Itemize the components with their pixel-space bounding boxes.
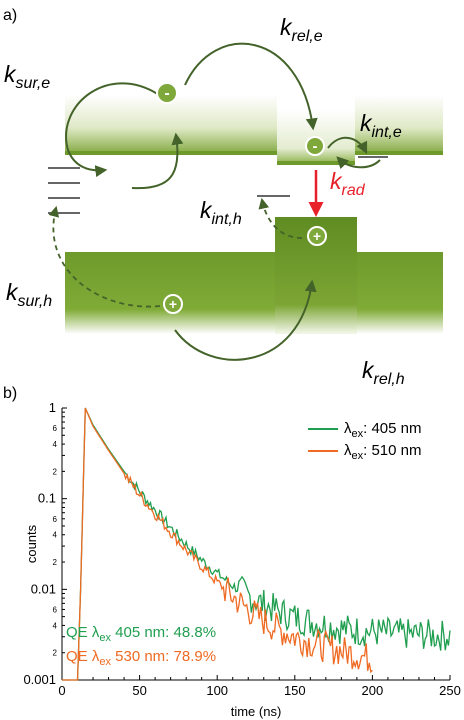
- arrow-int-e: [327, 137, 368, 155]
- panel-a: a) -: [3, 7, 443, 388]
- y-minor-tick-label: 4: [53, 621, 58, 630]
- conduction-band-edge: [65, 151, 277, 155]
- series-line-0: [62, 407, 451, 681]
- rate-label-int-h: kint,h: [200, 197, 242, 228]
- x-tick-label: 150: [284, 683, 306, 698]
- y-minor-tick-label: 6: [53, 515, 58, 524]
- qe-annotation: QE λex 405 nm: 48.8%: [66, 624, 216, 644]
- legend-entry: λex: 405 nm: [344, 420, 422, 440]
- conduction-band-edge-right: [355, 151, 443, 155]
- arrow-rel-e: [184, 42, 318, 131]
- panel-b: b) 0 50 100 150 200 250 0.001 0.01 0.1 1 2 4 6 2 4 6 2 4 6…: [3, 385, 461, 719]
- legend-entry: λex: 510 nm: [344, 442, 422, 462]
- y-minor-tick-label: 2: [53, 649, 58, 658]
- y-minor-tick-label: 6: [53, 605, 58, 614]
- conduction-band-well-edge: [277, 161, 355, 165]
- arrow-int-e-back: [336, 156, 381, 170]
- series-line-1: [62, 407, 373, 681]
- y-axis-label: counts: [24, 524, 39, 563]
- svg-text:-: -: [313, 138, 318, 155]
- arrow-int-h: [258, 197, 303, 239]
- y-tick-label: 0.01: [31, 581, 56, 596]
- qe-annotation: QE λex 530 nm: 78.9%: [66, 648, 216, 668]
- svg-text:+: +: [169, 296, 177, 312]
- decay-chart: 0 50 100 150 200 250 0.001 0.01 0.1 1 2 4 6 2 4 6 2 4 6 tim…: [23, 400, 460, 719]
- hole-left: +: [163, 294, 183, 314]
- svg-text:-: -: [164, 85, 169, 102]
- x-tick-label: 200: [362, 683, 384, 698]
- hole-well: +: [307, 226, 327, 246]
- x-axis-label: time (ns): [231, 704, 282, 719]
- panel-a-label: a): [3, 7, 17, 24]
- arrow-sur-e-up: [131, 132, 184, 190]
- x-tick-label: 100: [206, 683, 228, 698]
- arrow-sur-e: [65, 82, 163, 178]
- conduction-band-right: [355, 95, 443, 155]
- x-tick-label: 250: [439, 683, 461, 698]
- y-tick-label: 0.001: [23, 672, 56, 687]
- valence-band-right: [357, 252, 443, 334]
- rate-label-int-e: kint,e: [360, 110, 402, 141]
- rate-label-rel-e: krel,e: [280, 14, 323, 45]
- rate-label-sur-e: ksur,e: [4, 61, 50, 92]
- conduction-band-left: [65, 95, 277, 155]
- rate-label-rad: krad: [330, 168, 366, 199]
- panel-b-label: b): [3, 385, 17, 402]
- y-minor-tick-label: 6: [53, 424, 58, 433]
- x-tick-label: 0: [58, 683, 65, 698]
- electron-left: -: [156, 82, 178, 104]
- rate-label-rel-h: krel,h: [362, 357, 405, 388]
- svg-text:+: +: [313, 228, 321, 244]
- arrow-sur-h: [48, 205, 161, 308]
- electron-well: -: [305, 136, 325, 156]
- y-minor-tick-label: 4: [53, 440, 58, 449]
- y-tick-label: 1: [49, 400, 56, 415]
- x-tick-label: 50: [132, 683, 146, 698]
- y-tick-label: 0.1: [38, 491, 56, 506]
- valence-band-left: [65, 252, 275, 334]
- y-minor-tick-label: 2: [53, 558, 58, 567]
- surface-trap-levels: [48, 156, 388, 214]
- y-minor-tick-label: 2: [53, 467, 58, 476]
- rate-label-sur-h: ksur,h: [6, 279, 52, 310]
- y-minor-tick-label: 4: [53, 531, 58, 540]
- arrow-rel-h: [174, 279, 317, 361]
